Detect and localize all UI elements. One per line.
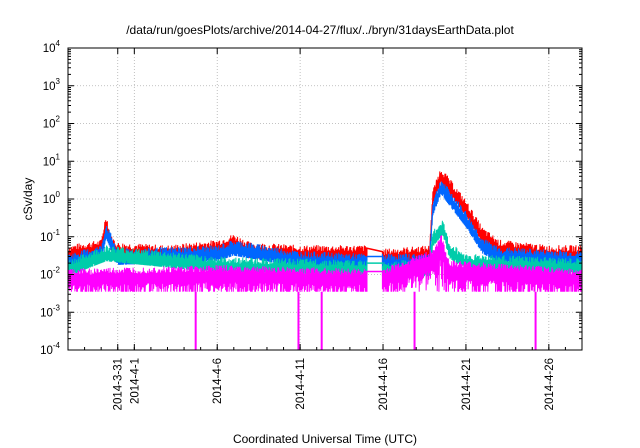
chart-title: /data/run/goesPlots/archive/2014-04-27/f… — [126, 23, 514, 37]
y-tick-label: 103 — [43, 77, 61, 93]
plot-area — [67, 171, 583, 350]
x-tick-label: 2014-3-31 — [113, 358, 125, 410]
y-tick-label: 10-3 — [40, 303, 60, 319]
y-tick-label: 10-4 — [40, 341, 60, 357]
x-tick-label: 2014-4-21 — [461, 358, 473, 410]
y-axis: 10-4 10-3 10-2 10-1 100 101 102 103 104 — [40, 39, 582, 357]
x-tick-label: 2014-4-6 — [212, 358, 224, 404]
series-line — [67, 235, 583, 292]
x-tick-label: 2014-4-11 — [295, 358, 307, 410]
x-axis-label: Coordinated Universal Time (UTC) — [233, 432, 417, 446]
y-tick-label: 104 — [43, 39, 61, 55]
gap-connector — [366, 247, 384, 253]
x-tick-label: 2014-4-16 — [378, 358, 390, 410]
y-tick-label: 10-2 — [40, 266, 60, 282]
grid — [68, 47, 582, 351]
x-axis: 2014-3-31 2014-4-1 2014-4-6 2014-4-11 2014-4… — [67, 48, 583, 410]
y-tick-label: 100 — [43, 190, 61, 206]
y-tick-label: 10-1 — [40, 228, 60, 244]
y-tick-label: 102 — [43, 115, 61, 131]
x-tick-label: 2014-4-26 — [544, 358, 556, 410]
y-axis-label: cSv/day — [21, 178, 35, 221]
plot-frame — [67, 47, 583, 351]
y-tick-label: 101 — [43, 152, 61, 168]
x-tick-label: 2014-4-1 — [129, 358, 141, 404]
